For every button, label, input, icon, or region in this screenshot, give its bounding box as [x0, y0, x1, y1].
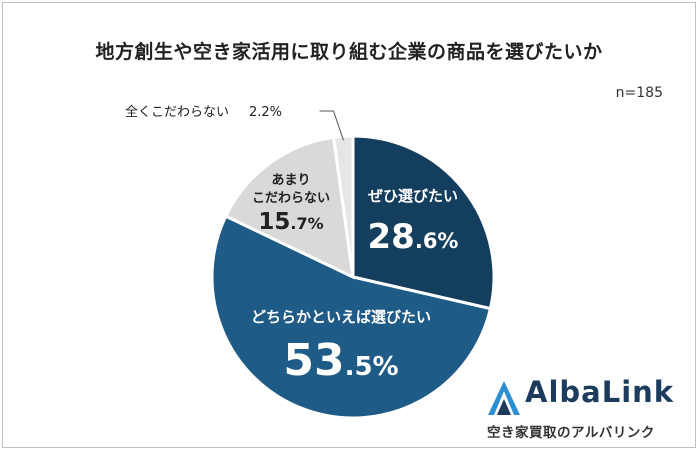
value-amari: 15.7% [258, 209, 323, 235]
leader-line-mattaku [319, 110, 344, 141]
label-mattaku: 全くこだわらない [125, 104, 229, 120]
label-zehi: ぜひ選びたい [368, 187, 458, 205]
sample-size: n=185 [615, 85, 663, 101]
value-dochiraka: 53.5% [283, 335, 398, 386]
chart-title: 地方創生や空き家活用に取り組む企業の商品を選びたいか [95, 41, 603, 63]
logo-tagline: 空き家買取のアルバリンク [487, 425, 655, 441]
albalink-logo: AlbaLink 空き家買取のアルバリンク [473, 375, 683, 441]
albalink-mark-icon [488, 381, 520, 415]
logo-name: AlbaLink [525, 375, 675, 409]
label-dochiraka: どちらかといえば選びたい [251, 308, 431, 326]
slice-mattaku [331, 134, 355, 278]
value-zehi: 28.6% [368, 217, 459, 257]
slice-dochiraka [210, 214, 493, 420]
chart-frame: 地方創生や空き家活用に取り組む企業の商品を選びたいか n=185 ぜひ選びたい 2… [2, 2, 696, 448]
label-amari-line2: こだわらない [252, 191, 330, 206]
slice-zehi [351, 134, 496, 311]
value-mattaku: 2.2% [249, 105, 282, 120]
slice-amari [223, 135, 355, 280]
label-amari-line1: あまり [271, 173, 310, 188]
